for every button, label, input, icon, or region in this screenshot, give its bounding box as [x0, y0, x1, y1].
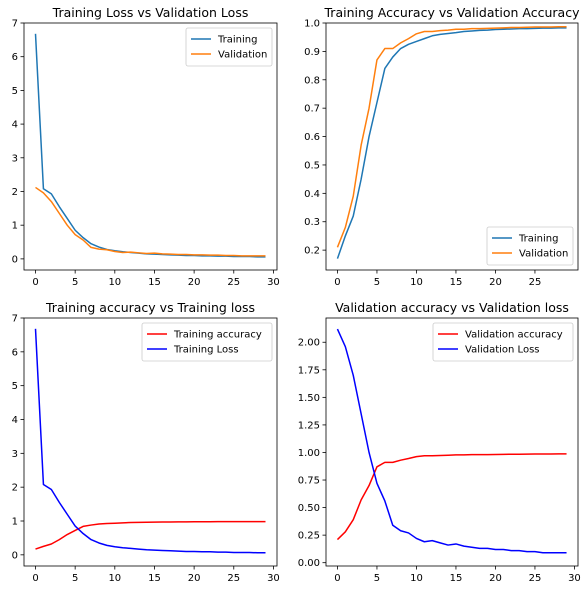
y-tick-label: 1.75: [298, 365, 320, 376]
y-tick-label: 7: [12, 19, 18, 30]
x-tick-label: 0: [32, 277, 38, 288]
chart-1: Training Loss vs Validation Loss 0 1 2 3 4 5 6 7…: [12, 5, 280, 288]
x-tick-label: 20: [489, 573, 502, 584]
x-tick-label: 10: [410, 277, 423, 288]
y-tick-label: 0: [12, 550, 18, 561]
legend-box: [432, 322, 574, 362]
chart-title: Training Loss vs Validation Loss: [52, 5, 249, 20]
y-tick-label: 4: [12, 120, 18, 131]
y-tick-label: 1: [12, 221, 18, 232]
y-tick-label: 0.50: [298, 503, 320, 514]
y-tick-label: 0: [12, 254, 18, 265]
y-tick-label: 0.3: [304, 217, 320, 228]
series-line-validation-accuracy: [336, 453, 567, 541]
y-tick-label: 6: [12, 52, 18, 63]
legend: Training Validation: [185, 27, 273, 67]
x-tick-label: 5: [72, 277, 78, 288]
plot-frame: [325, 22, 579, 271]
y-tick-label: 0.2: [304, 246, 320, 257]
x-tick-label: 5: [374, 277, 380, 288]
x-tick-label: 25: [529, 573, 542, 584]
x-tick-label: 15: [148, 573, 161, 584]
y-tick-label: 0.9: [304, 47, 320, 58]
y-tick-label: 0.5: [304, 160, 320, 171]
legend-label: Validation Loss: [465, 345, 540, 356]
y-tick-label: 0.8: [304, 75, 320, 86]
x-tick-label: 20: [489, 277, 502, 288]
series-line-validation: [35, 186, 266, 257]
y-tick-label: 0.6: [304, 132, 320, 143]
y-tick-label: 3: [12, 153, 18, 164]
legend-label: Training: [518, 234, 558, 245]
y-tick-label: 6: [12, 347, 18, 358]
plot-frame: [23, 317, 278, 567]
legend-box: [185, 27, 273, 67]
x-tick-label: 15: [450, 277, 463, 288]
chart-title: Training accuracy vs Training loss: [45, 300, 255, 315]
legend-label: Validation: [218, 50, 267, 61]
chart-4: Validation accuracy vs Validation loss 0.…: [298, 300, 581, 584]
x-tick-label: 5: [72, 573, 78, 584]
chart-title: Training Accuracy vs Validation Accuracy: [324, 5, 581, 20]
x-tick-label: 10: [108, 277, 121, 288]
y-tick-label: 1.00: [298, 448, 320, 459]
x-tick-label: 25: [227, 277, 240, 288]
y-tick-label: 2: [12, 483, 18, 494]
y-tick-label: 0.75: [298, 476, 320, 487]
legend-label: Validation accuracy: [465, 330, 563, 341]
y-tick-label: 7: [12, 314, 18, 325]
legend: Training accuracy Training Loss: [141, 322, 273, 362]
plot-frame: [325, 317, 579, 567]
x-tick-label: 15: [148, 277, 161, 288]
series-line-validation: [336, 25, 567, 248]
y-tick-label: 0.4: [304, 189, 320, 200]
series-line-training: [34, 33, 266, 258]
x-tick-label: 15: [450, 573, 463, 584]
x-tick-label: 10: [108, 573, 121, 584]
x-tick-label: 25: [227, 573, 240, 584]
series-line-training-accuracy: [35, 520, 266, 550]
y-tick-label: 0.25: [298, 531, 320, 542]
plot-frame: [23, 22, 278, 271]
chart-3: Training accuracy vs Training loss 0 1 2 3 4 5…: [12, 300, 280, 584]
legend-label: Training Loss: [173, 345, 239, 356]
x-tick-label: 0: [32, 573, 38, 584]
y-tick-label: 2: [12, 187, 18, 198]
y-tick-label: 0.7: [304, 104, 320, 115]
y-tick-label: 1: [12, 517, 18, 528]
x-tick-label: 0: [334, 573, 340, 584]
legend-label: Training accuracy: [173, 330, 262, 341]
y-tick-label: 1.0: [304, 19, 320, 30]
y-tick-label: 5: [12, 381, 18, 392]
y-tick-label: 1.50: [298, 393, 320, 404]
y-tick-label: 4: [12, 415, 18, 426]
x-tick-label: 25: [529, 277, 542, 288]
x-tick-label: 10: [410, 573, 423, 584]
legend: Validation accuracy Validation Loss: [432, 322, 574, 362]
x-tick-label: 30: [568, 573, 581, 584]
series-line-validation-loss: [336, 328, 567, 554]
chart-2: Training Accuracy vs Validation Accuracy…: [304, 5, 580, 288]
legend-box: [141, 322, 273, 362]
chart-title: Validation accuracy vs Validation loss: [335, 300, 569, 315]
legend-box: [486, 226, 574, 266]
x-tick-label: 30: [267, 573, 280, 584]
y-tick-label: 0.00: [298, 558, 320, 569]
y-tick-label: 1.25: [298, 420, 320, 431]
y-tick-label: 5: [12, 86, 18, 97]
x-tick-label: 20: [188, 573, 201, 584]
x-tick-label: 20: [188, 277, 201, 288]
y-tick-label: 3: [12, 449, 18, 460]
y-tick-label: 2.00: [298, 338, 320, 349]
series-line-training-loss: [34, 328, 266, 554]
legend-label: Validation: [519, 249, 568, 260]
x-tick-label: 5: [374, 573, 380, 584]
legend-label: Training: [217, 35, 257, 46]
x-tick-label: 0: [334, 277, 340, 288]
series-line-training: [336, 27, 567, 259]
x-tick-label: 30: [267, 277, 280, 288]
legend: Training Validation: [486, 226, 574, 266]
